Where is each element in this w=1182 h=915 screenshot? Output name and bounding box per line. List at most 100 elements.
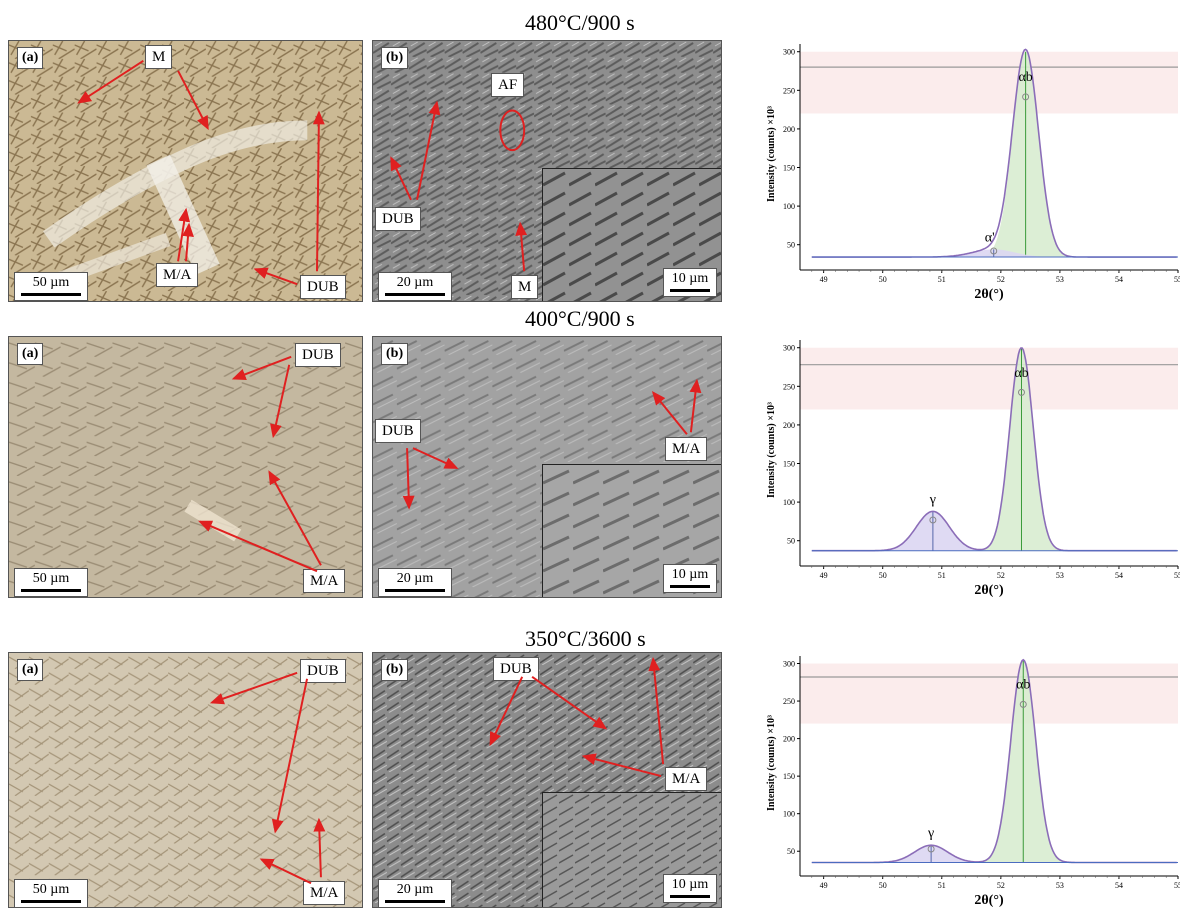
xrd-svg: 50 100 150 200 250 300 49 50 51 52 53 54 55 2θ(°) Inte… bbox=[766, 656, 1182, 908]
x-tick-label: 51 bbox=[938, 571, 946, 580]
y-tick-label: 150 bbox=[783, 772, 795, 781]
optical-micrograph-row1: (a) M M/A DUB 50 µm bbox=[8, 40, 363, 302]
x-tick-label: 52 bbox=[997, 881, 1005, 890]
peak-label: αb bbox=[1014, 366, 1028, 381]
label-dub: DUB bbox=[375, 207, 421, 231]
sem-micrograph-row2: 10 µm (b) DUB M/A 20 µm bbox=[372, 336, 722, 598]
inset-scale-bar: 10 µm bbox=[663, 268, 717, 297]
y-tick-label: 50 bbox=[787, 847, 795, 856]
peak-label: αb bbox=[1016, 677, 1030, 692]
xrd-svg: 50 100 150 200 250 300 49 50 51 52 53 54 55 2θ(°) Inte… bbox=[766, 340, 1182, 598]
xrd-plot-row3: 50 100 150 200 250 300 49 50 51 52 53 54 55 2θ(°) Inte… bbox=[760, 648, 1182, 910]
y-tick-label: 200 bbox=[783, 421, 795, 430]
optical-micrograph-row3: (a) DUB M/A 50 µm bbox=[8, 652, 363, 908]
peak-point bbox=[1022, 93, 1030, 101]
peak-label: γ bbox=[927, 826, 934, 841]
panel-tag: (a) bbox=[17, 343, 44, 365]
y-tick-label: 250 bbox=[783, 697, 795, 706]
x-tick-label: 53 bbox=[1056, 275, 1064, 284]
scale-bar: 20 µm bbox=[378, 879, 452, 907]
sem-inset: 10 µm bbox=[542, 168, 721, 301]
y-tick-label: 150 bbox=[783, 460, 795, 469]
x-tick-label: 55 bbox=[1174, 881, 1180, 890]
xrd-plot-row1: 50 100 150 200 250 300 49 50 51 52 53 54 55 2θ(°) Inte… bbox=[760, 36, 1182, 304]
inset-scale-bar: 10 µm bbox=[663, 874, 717, 903]
label-dub: DUB bbox=[300, 659, 346, 683]
x-tick-label: 52 bbox=[997, 571, 1005, 580]
y-tick-label: 250 bbox=[783, 382, 795, 391]
x-tick-label: 53 bbox=[1056, 881, 1064, 890]
scale-bar: 50 µm bbox=[14, 272, 88, 301]
y-tick-label: 300 bbox=[783, 344, 795, 353]
y-axis-label: Intensity (counts) ×10³ bbox=[766, 402, 777, 498]
x-axis-label: 2θ(°) bbox=[974, 583, 1004, 598]
row-title-400: 400°C/900 s bbox=[525, 306, 635, 331]
peak-point bbox=[990, 247, 998, 255]
y-tick-label: 50 bbox=[787, 537, 795, 546]
label-m: M bbox=[145, 45, 173, 69]
y-axis-label: Intensity (counts) ×10³ bbox=[766, 715, 777, 811]
y-tick-label: 50 bbox=[787, 241, 795, 250]
x-tick-label: 54 bbox=[1115, 275, 1123, 284]
panel-tag: (b) bbox=[381, 343, 409, 365]
label-dub: DUB bbox=[295, 343, 341, 367]
x-axis-label: 2θ(°) bbox=[974, 287, 1004, 302]
scale-bar: 20 µm bbox=[378, 568, 452, 597]
sem-micrograph-row3: 10 µm (b) DUB M/A 20 µm bbox=[372, 652, 722, 908]
optical-texture bbox=[9, 41, 362, 301]
y-tick-label: 300 bbox=[783, 48, 795, 57]
x-tick-label: 53 bbox=[1056, 571, 1064, 580]
y-tick-label: 150 bbox=[783, 164, 795, 173]
xrd-plot-row2: 50 100 150 200 250 300 49 50 51 52 53 54 55 2θ(°) Inte… bbox=[760, 332, 1182, 600]
peak-label: α' bbox=[985, 230, 995, 245]
y-tick-label: 200 bbox=[783, 735, 795, 744]
panel-tag: (a) bbox=[17, 659, 44, 681]
sem-inset: 10 µm bbox=[542, 792, 721, 907]
row-title-350: 350°C/3600 s bbox=[525, 626, 646, 651]
residual-band bbox=[800, 663, 1178, 724]
sem-micrograph-row1: 10 µm (b) AF DUB M 20 µm bbox=[372, 40, 722, 302]
x-tick-label: 55 bbox=[1174, 571, 1180, 580]
peak-point bbox=[929, 516, 937, 524]
x-tick-label: 49 bbox=[820, 571, 828, 580]
x-tick-label: 51 bbox=[938, 881, 946, 890]
inset-scale-bar: 10 µm bbox=[663, 564, 717, 593]
x-tick-label: 50 bbox=[879, 275, 887, 284]
label-dub: DUB bbox=[300, 275, 346, 299]
peak-label: γ bbox=[929, 492, 936, 507]
optical-texture bbox=[9, 337, 362, 597]
x-tick-label: 54 bbox=[1115, 571, 1123, 580]
residual-band bbox=[800, 347, 1178, 410]
x-tick-label: 51 bbox=[938, 275, 946, 284]
x-tick-label: 50 bbox=[879, 571, 887, 580]
x-tick-label: 49 bbox=[820, 881, 828, 890]
optical-micrograph-row2: (a) DUB M/A 50 µm bbox=[8, 336, 363, 598]
label-dub: DUB bbox=[375, 419, 421, 443]
label-af: AF bbox=[491, 73, 525, 97]
label-ma: M/A bbox=[665, 767, 708, 791]
label-ma: M/A bbox=[156, 263, 199, 287]
label-ma: M/A bbox=[665, 437, 708, 461]
residual-band bbox=[800, 51, 1178, 114]
y-tick-label: 100 bbox=[783, 202, 795, 211]
y-axis-label: Intensity (counts) ×10³ bbox=[766, 106, 777, 202]
label-dub: DUB bbox=[493, 657, 539, 681]
y-tick-label: 100 bbox=[783, 810, 795, 819]
y-tick-label: 250 bbox=[783, 86, 795, 95]
panel-tag: (a) bbox=[17, 47, 44, 69]
xrd-svg: 50 100 150 200 250 300 49 50 51 52 53 54 55 2θ(°) Inte… bbox=[766, 44, 1182, 302]
x-tick-label: 52 bbox=[997, 275, 1005, 284]
label-ma: M/A bbox=[303, 881, 346, 905]
x-tick-label: 50 bbox=[879, 881, 887, 890]
panel-tag: (b) bbox=[381, 659, 409, 681]
x-tick-label: 49 bbox=[820, 275, 828, 284]
y-tick-label: 100 bbox=[783, 498, 795, 507]
y-tick-label: 300 bbox=[783, 660, 795, 669]
x-tick-label: 55 bbox=[1174, 275, 1180, 284]
peak-point bbox=[1017, 388, 1025, 396]
peak-point bbox=[927, 845, 935, 853]
scale-bar: 50 µm bbox=[14, 879, 88, 907]
label-m: M bbox=[511, 275, 539, 299]
optical-texture bbox=[9, 653, 362, 907]
peak-point bbox=[1019, 700, 1027, 708]
